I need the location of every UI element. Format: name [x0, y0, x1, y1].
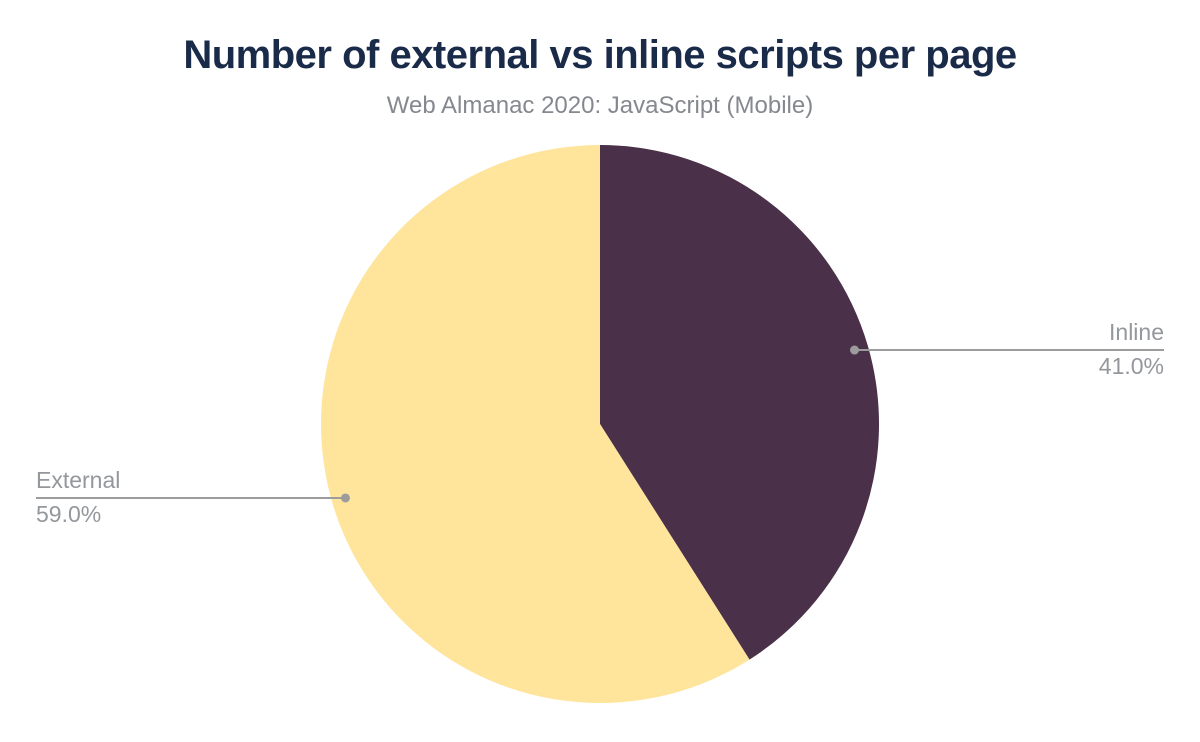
leader-dot-external	[340, 493, 350, 503]
pie-slice-inline[interactable]	[600, 144, 880, 660]
leader-dot-inline	[850, 345, 860, 355]
chart-subtitle: Web Almanac 2020: JavaScript (Mobile)	[386, 92, 814, 119]
leader-lines	[36, 345, 1164, 503]
pie-slice-external[interactable]	[321, 145, 750, 703]
chart-title: Number of external vs inline scripts per…	[183, 33, 1017, 77]
pie-slices	[321, 144, 880, 703]
